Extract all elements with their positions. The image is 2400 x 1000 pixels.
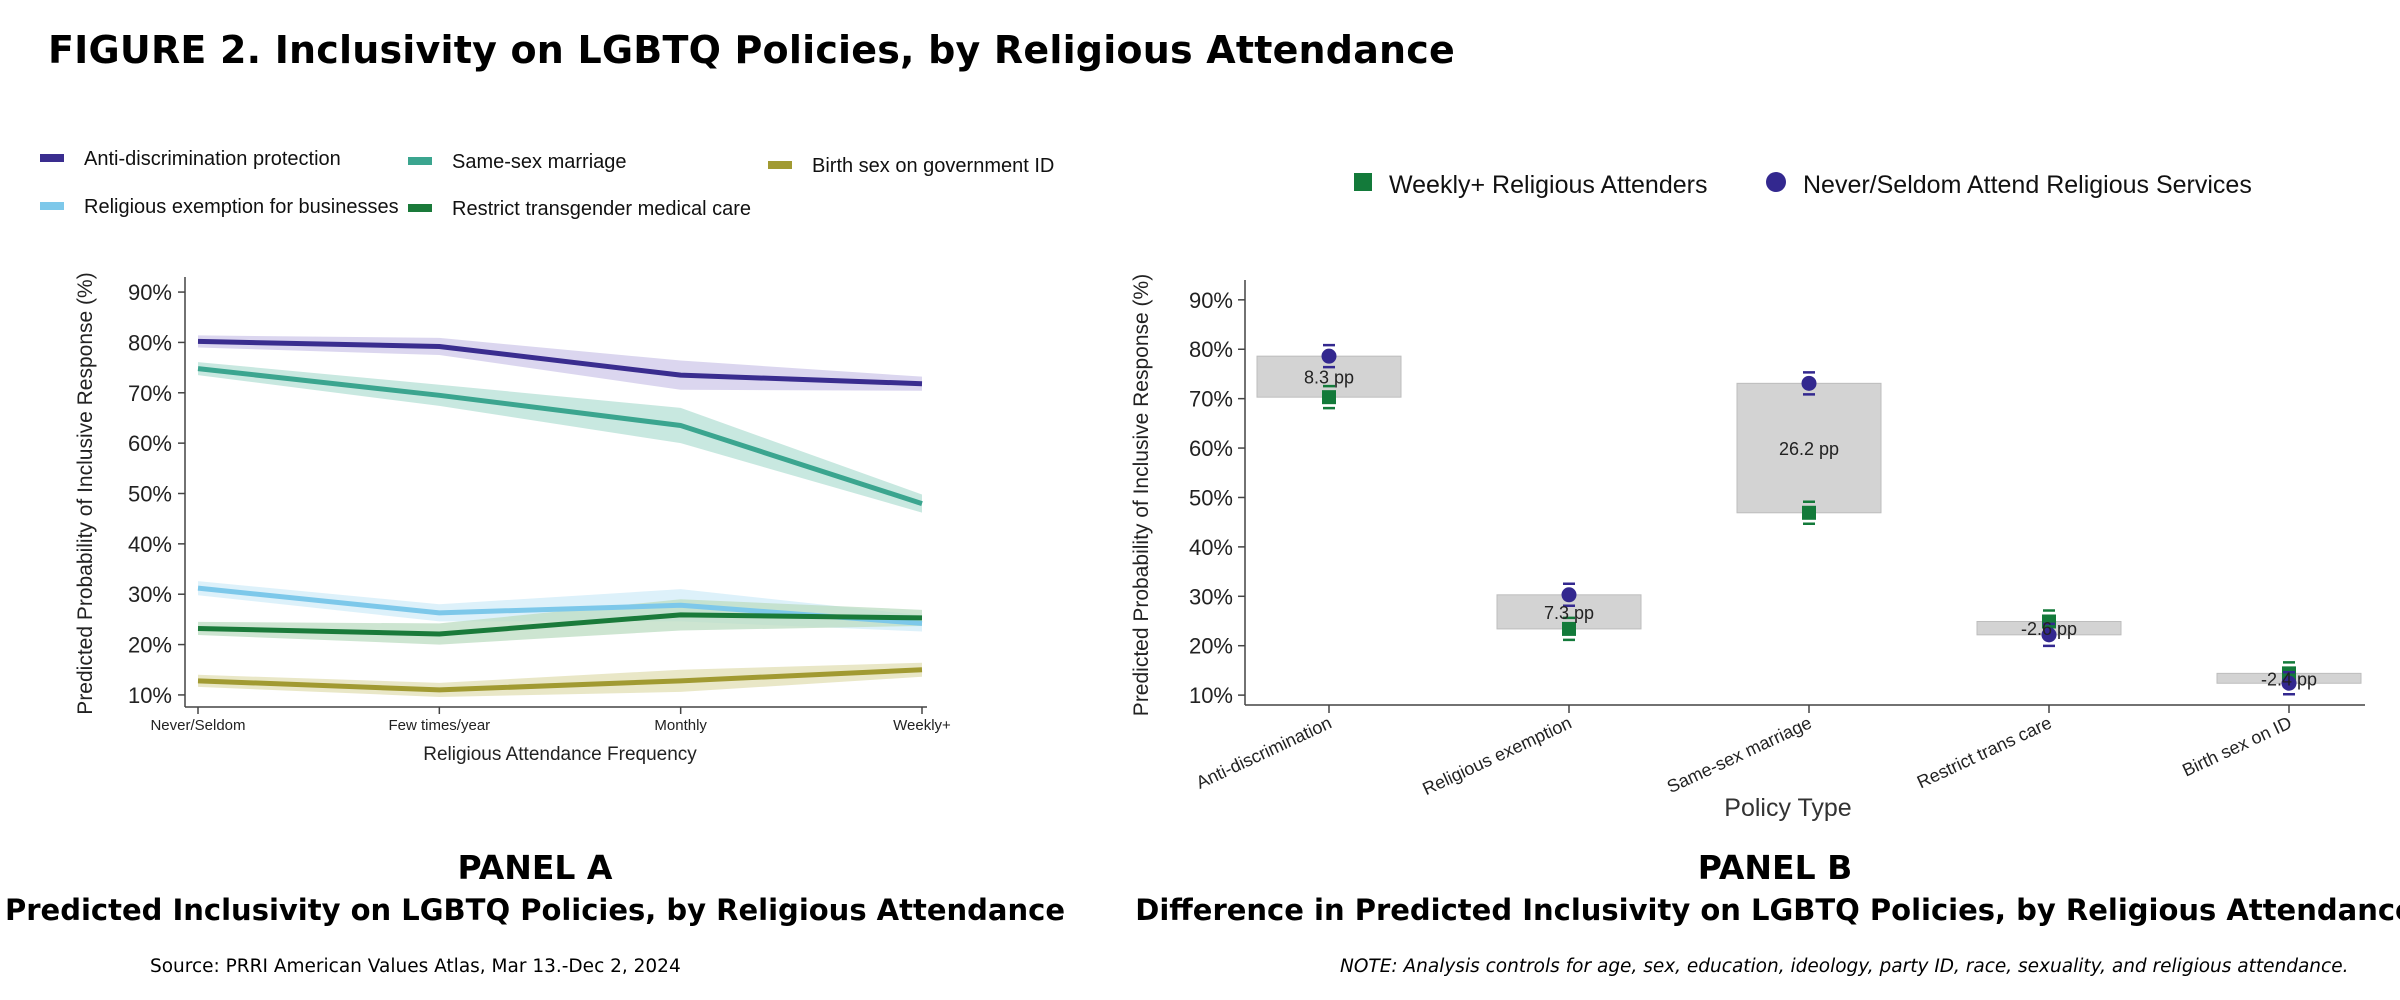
panel-a-legend: Anti-discrimination protection Same-sex m… [40, 148, 1054, 220]
legend-swatch-same-sex-marriage [408, 157, 432, 165]
figure-title: FIGURE 2. Inclusivity on LGBTQ Policies,… [48, 28, 1455, 72]
y-tick-label: 40% [128, 532, 172, 557]
x-tick-label: Monthly [654, 717, 707, 734]
legend-swatch-birth-sex-on-government-id [768, 161, 792, 169]
y-tick-label: 10% [128, 683, 172, 708]
panel-a-label: PANEL A [457, 848, 613, 887]
line-restrict-transgender-medical-care [197, 612, 923, 637]
panel-a-axes: 10% 20% 30% 40% 50% 60% 70% 80% 90% Never/Seldom F… [74, 272, 951, 765]
y-tick-label: 90% [128, 280, 172, 305]
y-tick-label: 60% [128, 431, 172, 456]
legend-swatch-restrict-transgender-medical-care [408, 204, 432, 212]
line-birth-sex-on-government-id [197, 667, 923, 693]
legend-label-birth-sex-on-government-id: Birth sex on government ID [812, 155, 1054, 177]
y-tick-label: 50% [128, 482, 172, 507]
x-tick-label: Few times/year [388, 717, 490, 734]
panel-a-series-lines [197, 338, 923, 693]
line-anti-discrimination-protection [197, 338, 923, 387]
panel-b-label: PANEL B [1697, 848, 1853, 887]
legend-swatch-religious-exemption-for-businesses [40, 202, 64, 210]
y-axis-title: Predicted Probability of Inclusive Respo… [74, 272, 97, 714]
y-tick-label: 80% [128, 330, 172, 355]
x-tick-label: Weekly+ [893, 717, 951, 734]
panel-a-confidence-bands [198, 335, 922, 697]
source-note: Source: PRRI American Values Atlas, Mar … [150, 956, 681, 977]
analysis-note: NOTE: Analysis controls for age, sex, ed… [1340, 956, 2349, 977]
band-birth-sex-on-government-id [198, 662, 922, 697]
legend-label-same-sex-marriage: Same-sex marriage [452, 151, 627, 173]
panel-a-heading: PANEL A Predicted Inclusivity on LGBTQ P… [0, 848, 1070, 927]
line-same-sex-marriage [197, 366, 923, 506]
panel-b-subtitle: Difference in Predicted Inclusivity on L… [1135, 893, 2400, 927]
y-tick-label: 70% [128, 381, 172, 406]
legend-label-religious-exemption-for-businesses: Religious exemption for businesses [84, 196, 399, 218]
x-tick-label: Never/Seldom [150, 717, 245, 734]
legend-label-restrict-transgender-medical-care: Restrict transgender medical care [452, 198, 751, 220]
y-tick-label: 30% [128, 582, 172, 607]
legend-label-anti-discrimination-protection: Anti-discrimination protection [84, 148, 341, 170]
y-tick-label: 20% [128, 633, 172, 658]
panel-b-heading: PANEL B Difference in Predicted Inclusiv… [1130, 848, 2400, 927]
x-axis-title: Religious Attendance Frequency [423, 744, 697, 765]
legend-swatch-anti-discrimination-protection [40, 154, 64, 162]
panel-a-subtitle: Predicted Inclusivity on LGBTQ Policies,… [4, 893, 1065, 927]
